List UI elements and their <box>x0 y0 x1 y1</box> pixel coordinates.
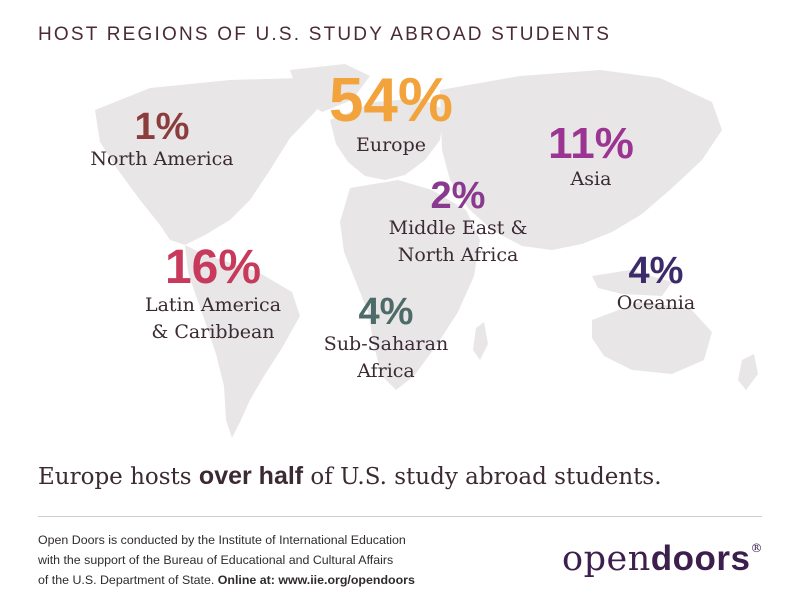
region-label: Sub-Saharan Africa <box>324 331 448 385</box>
source-line-3-plain: of the U.S. Department of State. <box>38 573 218 587</box>
region-stat-middle-east: 2% Middle East & North Africa <box>389 177 528 269</box>
headline-after: of U.S. study abroad students. <box>303 464 662 490</box>
region-percentage: 4% <box>358 291 414 333</box>
region-percentage: 1% <box>134 106 190 148</box>
source-line-1: Open Doors is conducted by the Institute… <box>38 533 406 547</box>
logo-part-doors: doors <box>650 539 751 578</box>
region-label: Latin America & Caribbean <box>145 292 281 346</box>
map-europe <box>330 98 445 180</box>
divider <box>38 516 762 517</box>
region-label-line: North America <box>90 148 234 170</box>
map-south-america <box>185 245 300 438</box>
region-label: North America <box>90 146 233 173</box>
region-label-line: Europe <box>355 134 427 156</box>
region-label-line: North Africa <box>397 244 519 266</box>
region-label-line: Sub-Saharan <box>323 333 449 355</box>
region-label-line: Middle East & <box>388 217 528 239</box>
region-percentage: 16% <box>164 241 262 294</box>
region-stat-north-america: 1% North America <box>90 108 233 173</box>
region-label-line: Asia <box>570 168 612 190</box>
source-note: Open Doors is conducted by the Institute… <box>38 530 415 590</box>
map-africa <box>340 180 480 390</box>
source-line-3: of the U.S. Department of State. Online … <box>38 570 415 590</box>
region-stat-latin-america: 16% Latin America & Caribbean <box>145 244 281 346</box>
opendoors-logo: opendoors® <box>562 539 763 579</box>
region-percentage: 54% <box>328 66 454 135</box>
region-label-line: & Caribbean <box>151 321 275 343</box>
headline-bold: over half <box>198 462 304 490</box>
map-greenland <box>290 64 370 112</box>
source-line-2: with the support of the Bureau of Educat… <box>38 553 394 567</box>
chart-title: HOST REGIONS OF U.S. STUDY ABROAD STUDEN… <box>38 24 612 45</box>
region-stat-oceania: 4% Oceania <box>617 252 695 317</box>
source-link: Online at: www.iie.org/opendoors <box>217 573 415 587</box>
region-stat-europe: 54% Europe <box>329 70 453 159</box>
region-label: Asia <box>548 166 634 193</box>
region-stat-asia: 11% Asia <box>548 122 634 193</box>
region-label: Europe <box>329 132 453 159</box>
registered-mark: ® <box>750 541 763 555</box>
logo-part-open: open <box>562 539 651 579</box>
map-australia <box>592 302 712 374</box>
region-stat-sub-saharan: 4% Sub-Saharan Africa <box>324 293 448 385</box>
region-percentage: 2% <box>430 175 486 217</box>
region-percentage: 11% <box>548 119 634 168</box>
map-north-america <box>95 78 330 245</box>
map-asia <box>440 70 722 250</box>
region-label: Oceania <box>617 290 695 317</box>
map-se-asia <box>592 270 672 296</box>
region-label-line: Africa <box>357 360 415 382</box>
region-label-line: Latin America <box>144 294 282 316</box>
region-percentage: 4% <box>628 250 684 292</box>
region-label-line: Oceania <box>616 292 696 314</box>
world-map <box>95 64 758 438</box>
headline: Europe hosts over half of U.S. study abr… <box>38 462 662 491</box>
map-new-zealand <box>738 354 758 390</box>
region-label: Middle East & North Africa <box>389 215 528 269</box>
headline-before: Europe hosts <box>38 464 199 490</box>
map-madagascar <box>473 322 488 360</box>
